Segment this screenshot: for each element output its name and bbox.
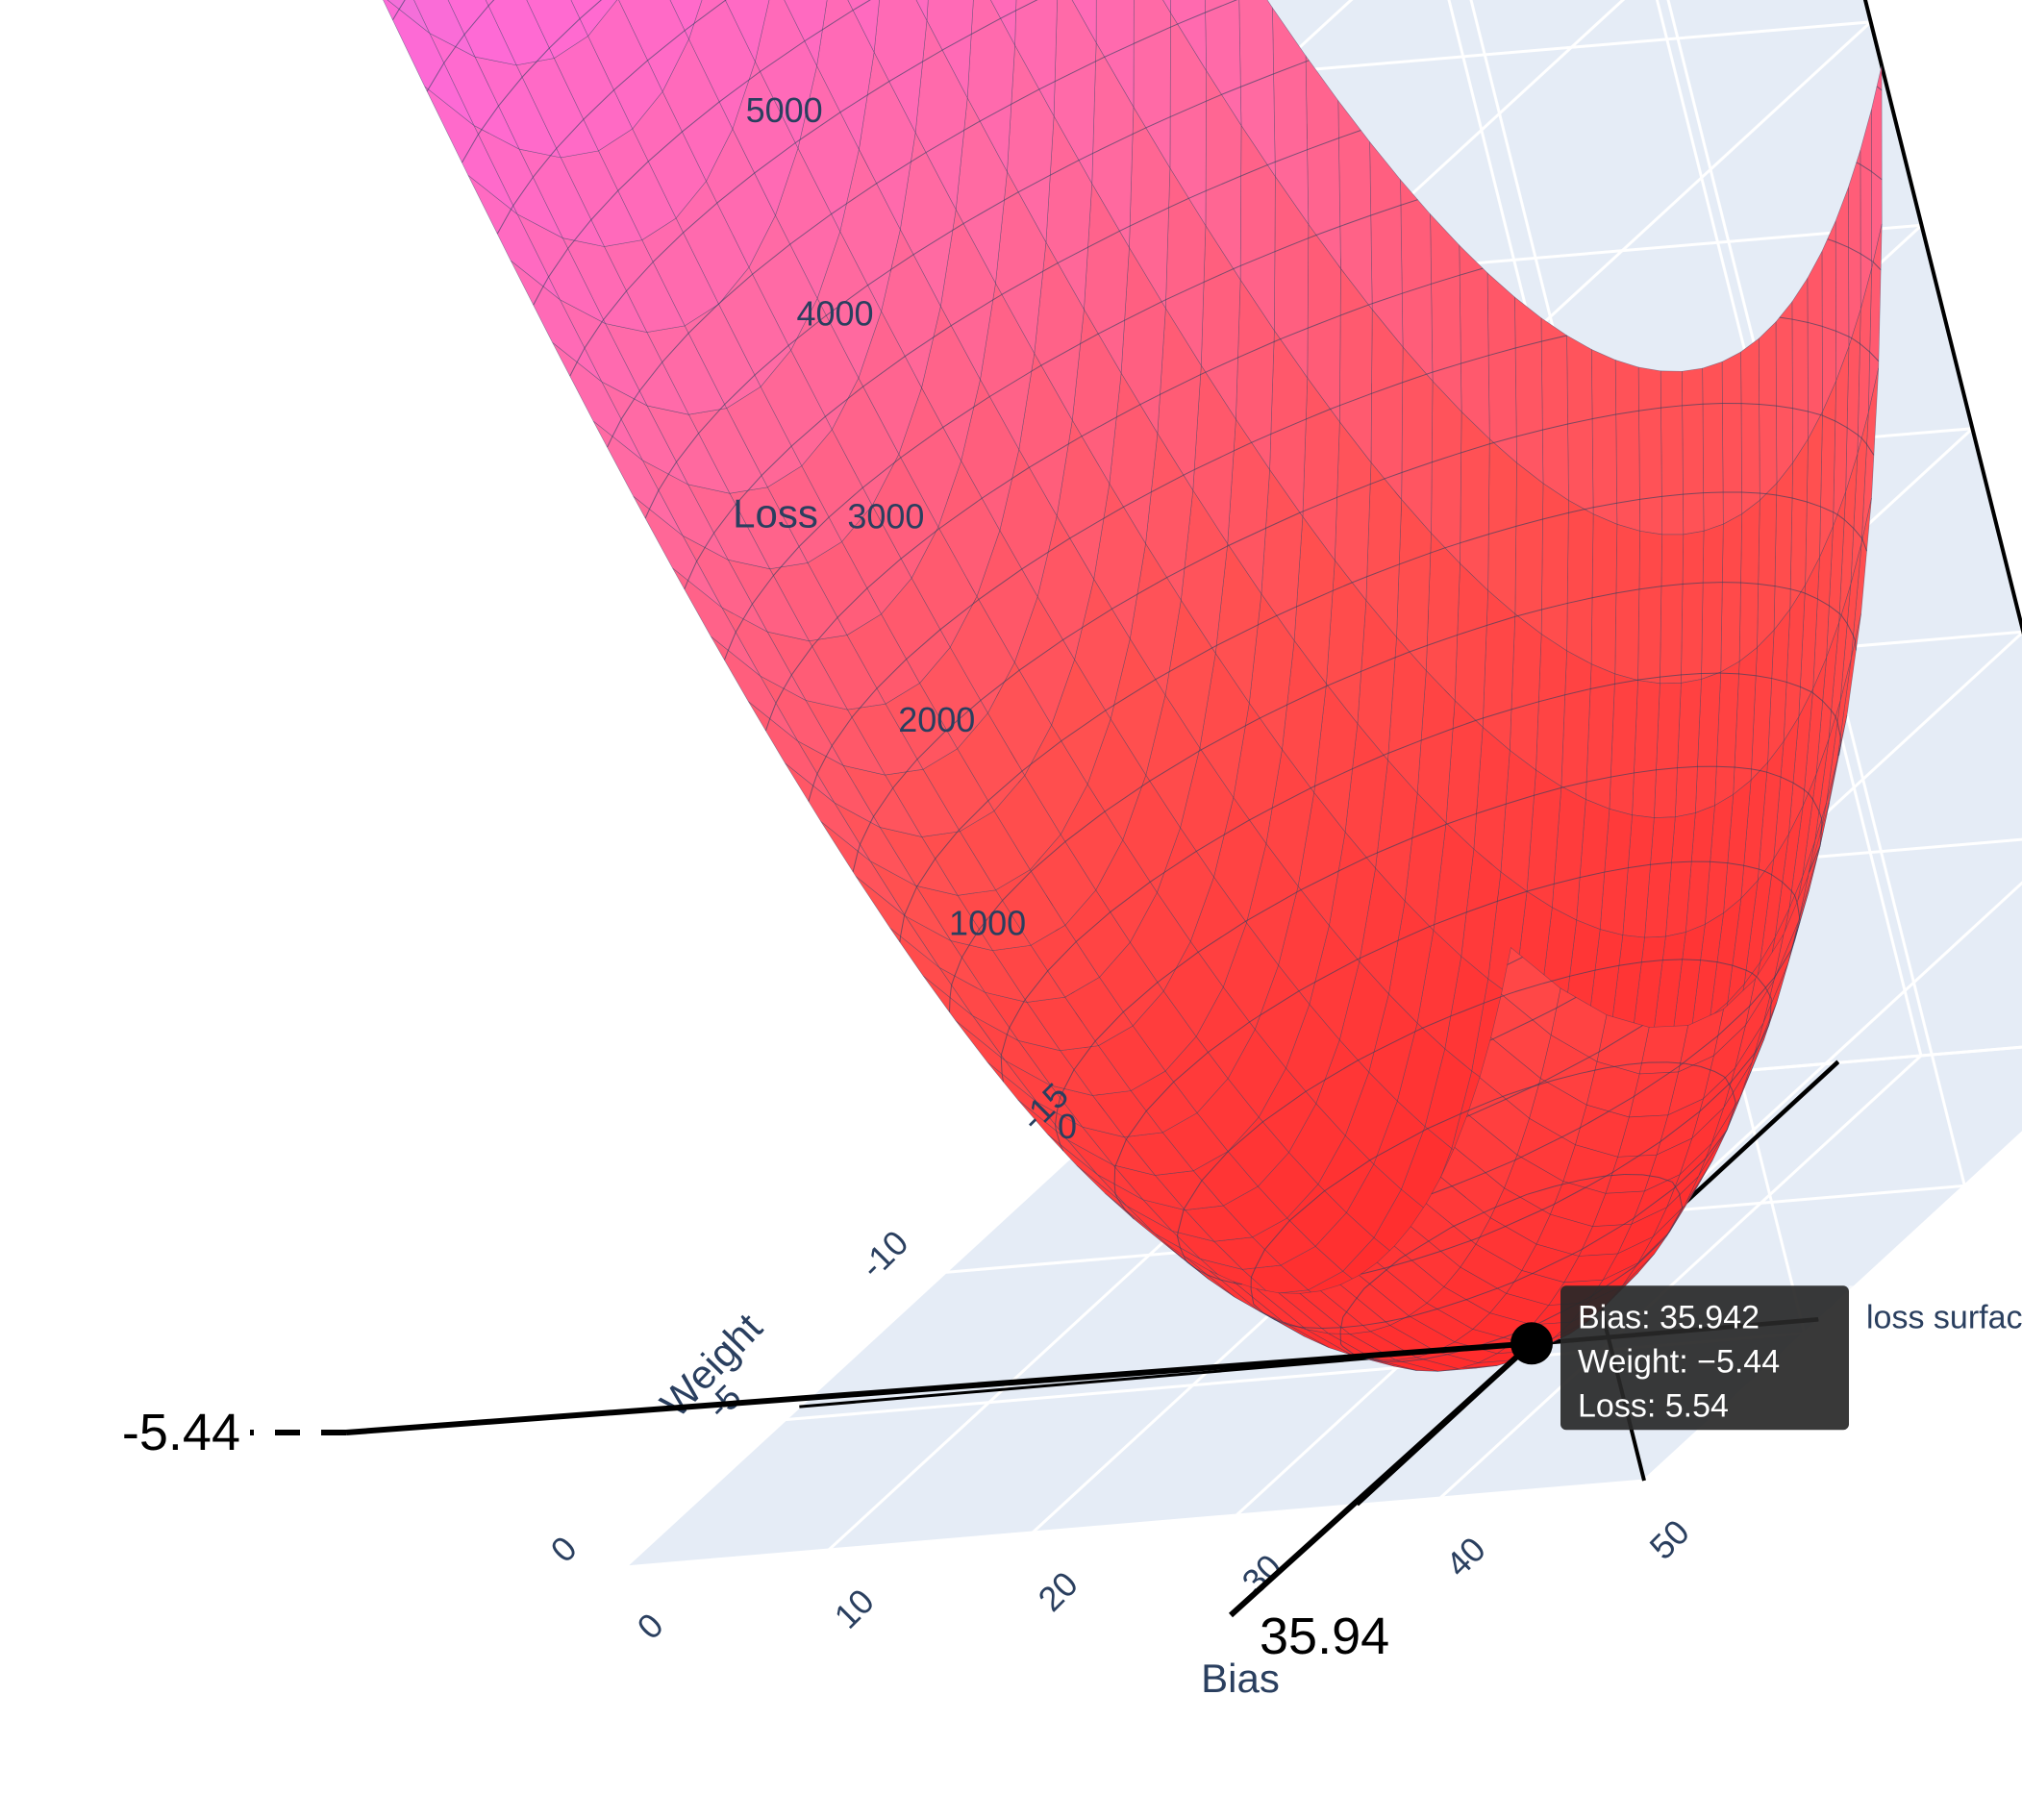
svg-text:4000: 4000 bbox=[796, 293, 873, 333]
svg-text:0: 0 bbox=[543, 1529, 585, 1570]
tooltip-line: Loss: 5.54 bbox=[1578, 1387, 1729, 1424]
tooltip-line: Bias: 35.942 bbox=[1578, 1299, 1760, 1335]
hover-marker bbox=[1510, 1322, 1553, 1364]
svg-text:0: 0 bbox=[630, 1606, 671, 1647]
svg-text:-10: -10 bbox=[853, 1223, 916, 1286]
svg-text:3000: 3000 bbox=[847, 497, 924, 536]
loss-surface-3d-chart: 01000200030004000500060007000Loss 0-5-10… bbox=[0, 0, 2022, 1820]
svg-text:5000: 5000 bbox=[746, 90, 823, 130]
svg-text:1000: 1000 bbox=[949, 904, 1026, 943]
tooltip-line: Weight: −5.44 bbox=[1578, 1343, 1780, 1380]
svg-text:2000: 2000 bbox=[898, 700, 975, 739]
z-axis-title: Loss bbox=[733, 491, 818, 536]
callout-bias-value: 35.94 bbox=[1260, 1608, 1389, 1665]
svg-text:50: 50 bbox=[1642, 1512, 1697, 1567]
svg-text:30: 30 bbox=[1235, 1547, 1289, 1602]
callout-weight-value: -5.44 bbox=[122, 1404, 240, 1461]
legend-label: loss surface bbox=[1866, 1299, 2022, 1335]
svg-text:20: 20 bbox=[1031, 1564, 1086, 1619]
svg-text:40: 40 bbox=[1438, 1530, 1493, 1584]
svg-text:10: 10 bbox=[827, 1582, 882, 1636]
